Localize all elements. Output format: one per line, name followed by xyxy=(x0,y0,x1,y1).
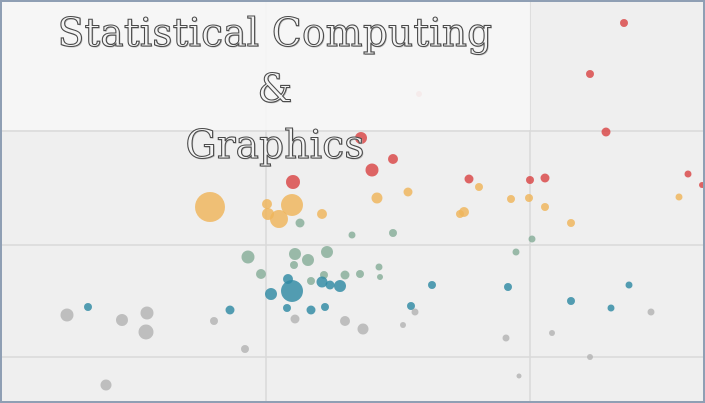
orange-dot xyxy=(281,194,303,216)
sage-dot xyxy=(512,248,520,256)
sage-dot xyxy=(375,263,383,271)
teal-dot xyxy=(316,276,328,288)
title-line-1: Statistical Computing & xyxy=(57,10,493,112)
teal-dot xyxy=(504,283,512,291)
gray-dot xyxy=(210,317,218,325)
sage-dot xyxy=(302,254,314,266)
orange-dot xyxy=(456,210,464,218)
red-dot xyxy=(286,175,300,189)
teal-dot xyxy=(281,280,303,302)
orange-dot xyxy=(675,193,683,201)
red-dot xyxy=(365,163,379,177)
sage-dot xyxy=(389,229,397,237)
title-panel xyxy=(2,2,530,130)
gray-dot xyxy=(400,322,406,328)
red-dot xyxy=(388,154,398,164)
gray-dot xyxy=(411,308,419,316)
orange-dot xyxy=(525,194,533,202)
sage-dot xyxy=(289,248,301,260)
gray-dot xyxy=(100,379,112,391)
red-dot xyxy=(464,174,474,184)
teal-dot xyxy=(321,303,329,311)
sage-dot xyxy=(348,231,356,239)
sage-dot xyxy=(241,250,255,264)
orange-dot xyxy=(475,183,483,191)
teal-dot xyxy=(407,302,415,310)
gray-dot xyxy=(340,316,350,326)
orange-dot xyxy=(567,219,575,227)
orange-dot xyxy=(195,192,225,222)
title: Statistical Computing & Graphics xyxy=(40,6,510,174)
teal-dot xyxy=(283,304,291,312)
gray-dot xyxy=(516,373,522,379)
gray-dot xyxy=(138,324,154,340)
gray-dot xyxy=(290,314,300,324)
red-dot xyxy=(355,132,367,144)
teal-dot xyxy=(306,305,316,315)
sage-dot xyxy=(377,274,383,280)
red-dot xyxy=(586,70,594,78)
teal-dot xyxy=(428,281,436,289)
gray-dot xyxy=(241,345,249,353)
gray-dot xyxy=(116,314,128,326)
gray-dot xyxy=(587,354,593,360)
sage-dot xyxy=(307,277,315,285)
teal-dot xyxy=(567,297,575,305)
teal-dot xyxy=(283,274,293,284)
red-dot xyxy=(601,127,611,137)
orange-dot xyxy=(541,203,549,211)
red-dot xyxy=(620,19,628,27)
red-dot xyxy=(526,176,534,184)
red-dot xyxy=(699,182,703,188)
sage-dot xyxy=(356,270,364,278)
sage-dot xyxy=(321,246,333,258)
sage-dot xyxy=(528,235,536,243)
sage-dot xyxy=(256,269,266,279)
orange-dot xyxy=(317,209,327,219)
red-dot xyxy=(684,170,692,178)
orange-dot xyxy=(371,192,383,204)
teal-dot xyxy=(265,288,277,300)
orange-dot xyxy=(403,187,413,197)
gray-dot xyxy=(647,308,655,316)
teal-dot xyxy=(607,304,615,312)
orange-dot xyxy=(262,199,272,209)
gray-dot xyxy=(140,306,154,320)
teal-dot xyxy=(325,280,335,290)
orange-dot xyxy=(262,208,274,220)
teal-dot xyxy=(225,305,235,315)
title-line-2: Graphics xyxy=(185,122,365,168)
teal-dot xyxy=(84,303,92,311)
teal-dot xyxy=(625,281,633,289)
orange-dot xyxy=(270,210,288,228)
gray-dot xyxy=(549,330,555,336)
orange-dot xyxy=(507,195,515,203)
teal-dot xyxy=(334,280,346,292)
gray-dot xyxy=(357,323,369,335)
gray-dot xyxy=(502,334,510,342)
sage-dot xyxy=(290,261,298,269)
red-dot xyxy=(540,173,550,183)
sage-dot xyxy=(340,270,350,280)
gray-dot xyxy=(60,308,74,322)
sage-dot xyxy=(295,218,305,228)
